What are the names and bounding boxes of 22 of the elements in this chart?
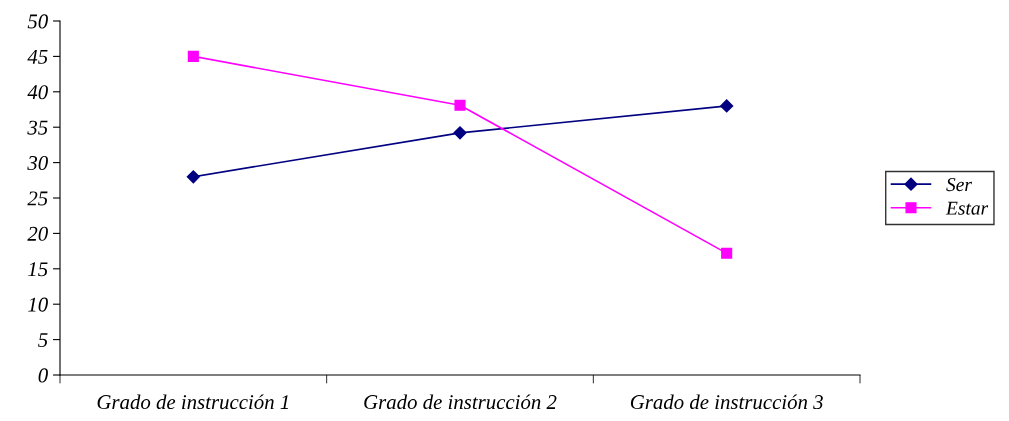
- x-tick-label: Grado de instrucción 2: [364, 394, 557, 410]
- y-tick-label: 45: [27, 49, 48, 64]
- y-tick-label: 10: [28, 297, 48, 312]
- point: [187, 50, 199, 62]
- y-tick-label: 40: [27, 85, 48, 100]
- point: [721, 247, 733, 259]
- point: [453, 126, 467, 140]
- y-tick-label: 15: [28, 262, 48, 277]
- y-tick-label: 35: [27, 120, 48, 135]
- y-tick-label: 5: [38, 333, 48, 348]
- y-tick-label: 20: [27, 226, 48, 241]
- point: [720, 99, 734, 113]
- y-tick-label: 50: [27, 14, 48, 29]
- legend-label: Estar: [945, 201, 989, 215]
- x-tick-label: Grado de instrucción 3: [630, 394, 823, 410]
- legend-label: Ser: [946, 178, 972, 192]
- x-tick-label: Grado de instrucción 1: [97, 394, 289, 410]
- y-tick-label: 0: [38, 368, 48, 383]
- y-tick-label: 30: [27, 155, 48, 171]
- point: [186, 170, 200, 184]
- point: [454, 99, 466, 111]
- y-tick-label: 25: [27, 191, 48, 206]
